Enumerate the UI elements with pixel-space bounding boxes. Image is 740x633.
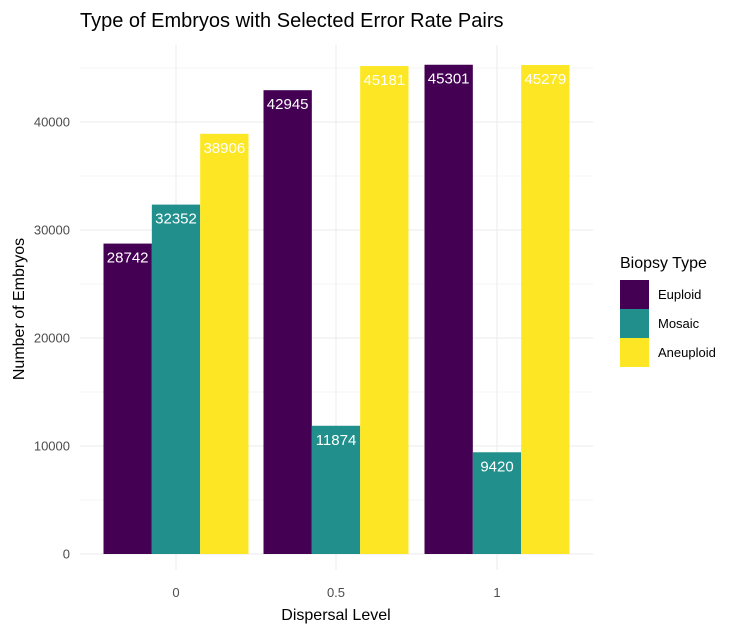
bar-aneuploid-0.5 [360, 66, 409, 554]
bar-value-label: 38906 [203, 140, 245, 157]
bar-mosaic-1 [472, 452, 522, 554]
y-tick-label: 40000 [34, 115, 70, 130]
y-tick-label: 0 [63, 547, 70, 562]
bar-euploid-0 [103, 243, 152, 554]
bar-aneuploid-0 [200, 133, 249, 555]
legend: Biopsy Type Euploid Mosaic Aneuploid [620, 255, 716, 367]
legend-title: Biopsy Type [620, 255, 707, 272]
legend-swatch-euploid [620, 280, 649, 309]
y-axis-title: Number of Embryos [11, 238, 28, 380]
bar-aneuploid-1 [521, 64, 570, 554]
legend-label-mosaic: Mosaic [658, 316, 700, 331]
x-tick-label: 0 [172, 585, 179, 600]
bar-value-label: 45301 [428, 71, 470, 88]
y-tick-label: 10000 [34, 439, 70, 454]
bar-value-label: 28742 [107, 250, 149, 267]
y-tick-label: 20000 [34, 331, 70, 346]
legend-items: Euploid Mosaic Aneuploid [620, 280, 716, 367]
bar-mosaic-0.5 [311, 425, 361, 554]
bar-value-label: 45181 [363, 72, 405, 89]
bar-value-label: 11874 [316, 432, 357, 449]
y-tick-label: 30000 [34, 223, 70, 238]
y-axis-ticks: 0 10000 20000 30000 40000 [34, 115, 70, 562]
bar-mosaic-0 [151, 204, 201, 555]
bar-value-label: 45279 [524, 71, 566, 88]
bar-value-label: 32352 [155, 211, 197, 228]
x-tick-label: 0.5 [327, 585, 345, 600]
bars [103, 64, 570, 555]
bar-value-label: 9420 [480, 458, 513, 475]
legend-swatch-mosaic [620, 309, 649, 338]
bar-euploid-0.5 [263, 90, 312, 554]
x-axis-title: Dispersal Level [281, 607, 390, 624]
bar-value-label: 42945 [267, 96, 309, 113]
data-labels: 28742 32352 38906 42945 11874 45181 45301 9420 4… [107, 71, 566, 476]
chart-title: Type of Embryos with Selected Error Rate… [80, 10, 504, 32]
legend-label-aneuploid: Aneuploid [658, 345, 716, 360]
x-tick-label: 1 [493, 585, 500, 600]
x-axis-ticks: 0 0.5 1 [172, 585, 500, 600]
bar-euploid-1 [424, 64, 473, 554]
legend-swatch-aneuploid [620, 338, 649, 367]
legend-label-euploid: Euploid [658, 287, 701, 302]
